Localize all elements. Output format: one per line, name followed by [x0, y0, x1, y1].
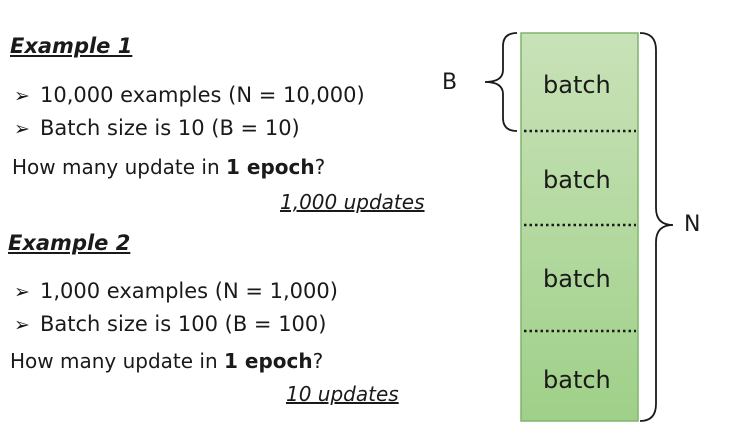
- batch-label: batch: [543, 166, 611, 194]
- example1-bullet-1: ➢ 10,000 examples (N = 10,000): [14, 83, 365, 107]
- batch-label: batch: [543, 265, 611, 293]
- bullet-text: Batch size is 10 (B = 10): [40, 116, 300, 140]
- arrow-bullet-icon: ➢: [14, 314, 30, 336]
- n-label: N: [684, 212, 701, 237]
- arrow-bullet-icon: ➢: [14, 281, 30, 303]
- question-bold: 1 epoch: [224, 349, 313, 373]
- example2-heading: Example 2: [8, 231, 131, 255]
- example2-answer: 10 updates: [286, 382, 399, 406]
- question-bold: 1 epoch: [226, 155, 315, 179]
- batch-label: batch: [543, 71, 611, 99]
- example1-heading: Example 1: [10, 34, 133, 58]
- data-bar: [520, 32, 639, 422]
- batch-brace: [484, 32, 518, 132]
- arrow-bullet-icon: ➢: [14, 85, 30, 107]
- batch-label: batch: [543, 366, 611, 394]
- question-text: How many update in: [12, 155, 227, 179]
- arrow-bullet-icon: ➢: [14, 118, 30, 140]
- question-mark: ?: [314, 155, 326, 179]
- example1-question: How many update in 1 epoch?: [12, 155, 325, 179]
- example2-question: How many update in 1 epoch?: [10, 349, 323, 373]
- dataset-brace: [639, 32, 674, 422]
- example2-bullet-2: ➢ Batch size is 100 (B = 100): [14, 312, 326, 336]
- question-text: How many update in: [10, 349, 225, 373]
- bullet-text: Batch size is 100 (B = 100): [40, 312, 327, 336]
- example1-bullet-2: ➢ Batch size is 10 (B = 10): [14, 116, 300, 140]
- example1-answer: 1,000 updates: [280, 190, 425, 214]
- b-label: B: [442, 70, 458, 95]
- bullet-text: 10,000 examples (N = 10,000): [40, 83, 365, 107]
- bullet-text: 1,000 examples (N = 1,000): [40, 279, 338, 303]
- example2-bullet-1: ➢ 1,000 examples (N = 1,000): [14, 279, 338, 303]
- question-mark: ?: [312, 349, 324, 373]
